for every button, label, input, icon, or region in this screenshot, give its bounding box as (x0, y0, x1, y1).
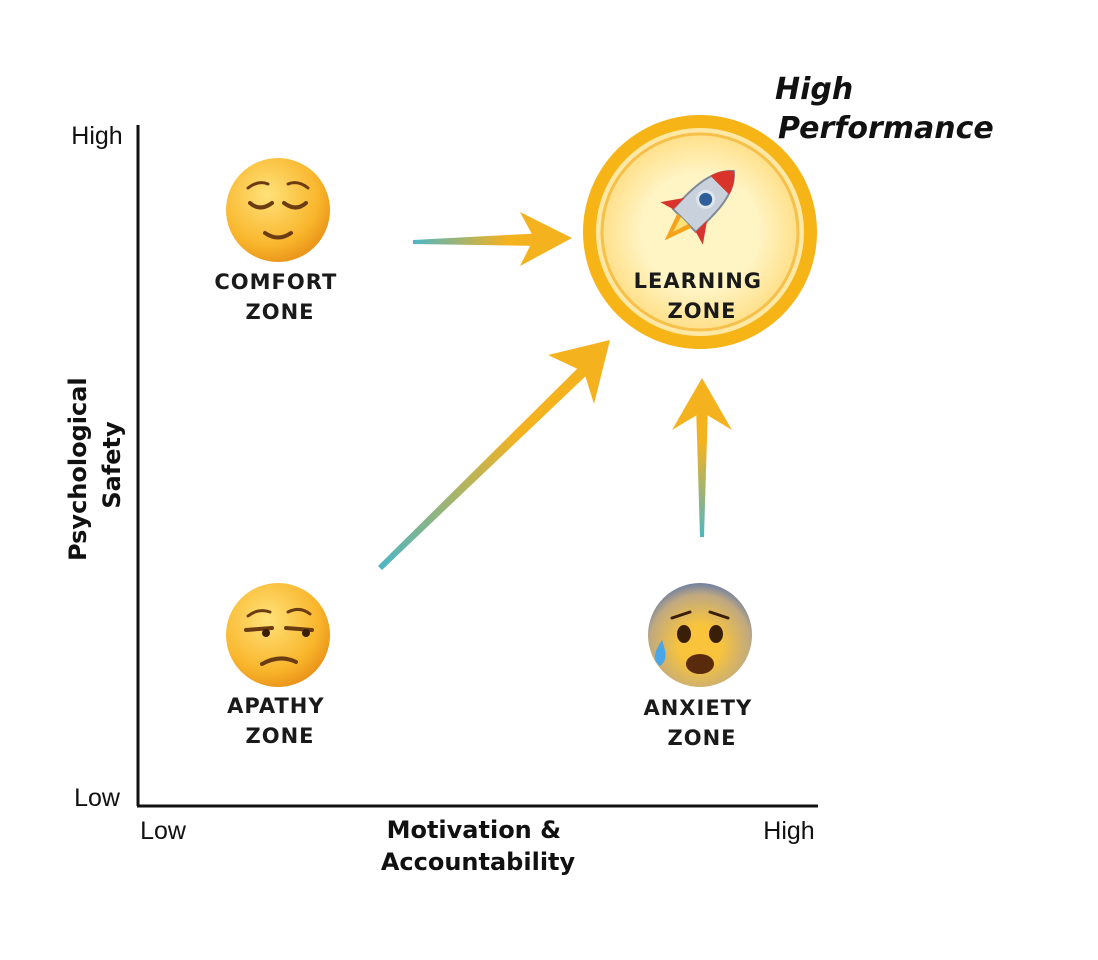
zone-label: ANXIETY ZONE (643, 696, 760, 750)
anxious-face (648, 583, 752, 687)
zone-label: LEARNING ZONE (634, 269, 771, 323)
zone-label-line: LEARNING (634, 269, 762, 293)
arrow (672, 378, 732, 537)
zone-label-line: ZONE (668, 299, 737, 323)
zone-label-line: ZONE (246, 300, 315, 324)
y-axis-label-line: Safety (98, 421, 126, 509)
zone-label: APATHY ZONE (227, 694, 333, 748)
x-low: Low (140, 817, 187, 845)
zone-label-line: ZONE (246, 724, 315, 748)
x-axis-label-line: Accountability (381, 848, 576, 876)
title-line: Performance (778, 111, 994, 146)
y-high: High (71, 122, 122, 150)
zone-label: COMFORT ZONE (214, 270, 345, 324)
arrow (413, 212, 572, 266)
zone-label-line: COMFORT (214, 270, 337, 294)
unamused-face (226, 583, 330, 687)
title-line: High (775, 72, 853, 107)
relieved-face (226, 158, 330, 262)
arrow (378, 340, 610, 570)
zone-label-line: APATHY (227, 694, 324, 718)
zone-label-line: ZONE (668, 726, 737, 750)
y-axis-label-line: Psychological (64, 377, 92, 561)
x-axis-label: Motivation & Accountability (381, 816, 576, 876)
x-high: High (763, 817, 814, 845)
y-low: Low (74, 784, 121, 812)
rocket-icon (660, 170, 735, 245)
zone-label-line: ANXIETY (643, 696, 752, 720)
title: High Performance (775, 72, 994, 146)
x-axis-label-line: Motivation & (387, 816, 561, 844)
y-axis-label: Psychological Safety (64, 369, 126, 561)
